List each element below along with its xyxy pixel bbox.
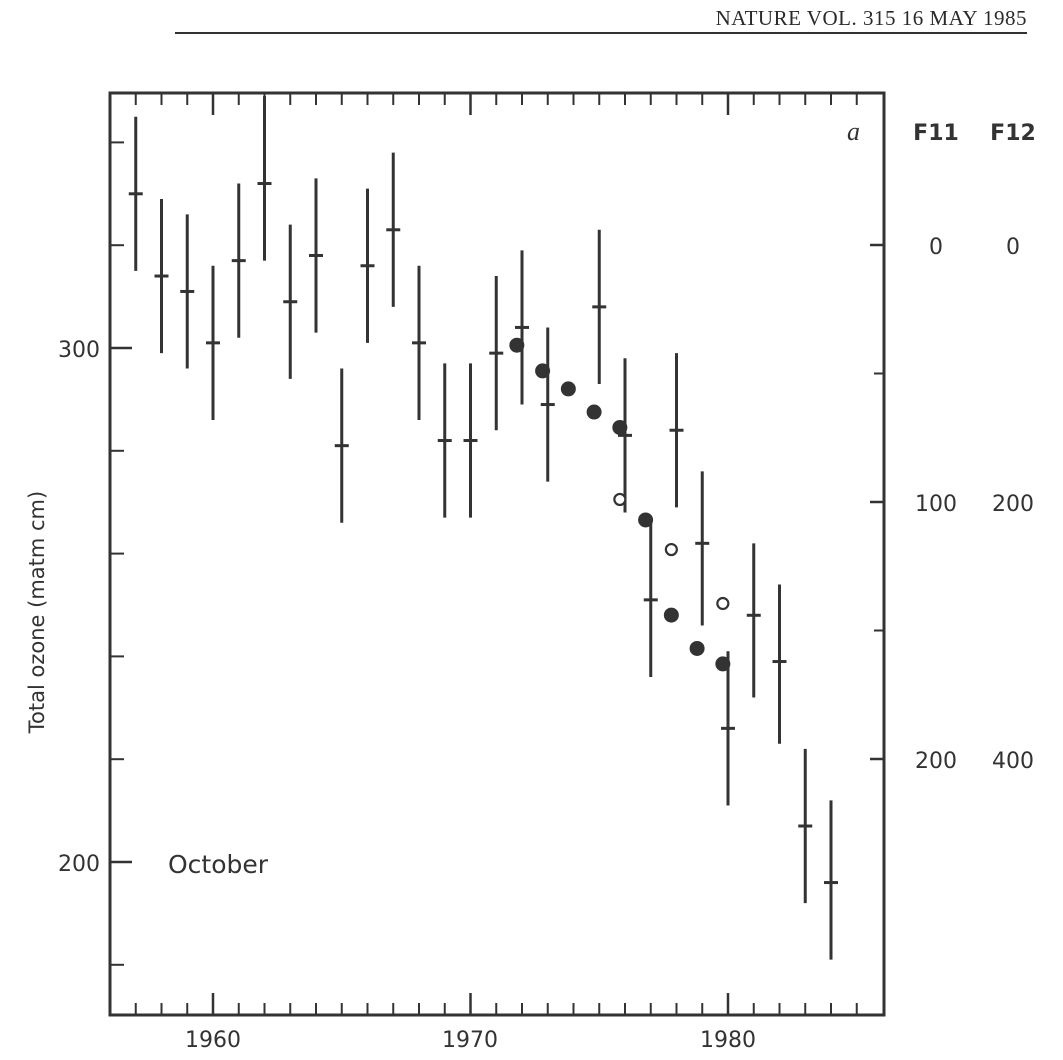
ozone-datapoint — [231, 183, 246, 338]
right-axis-header-f11: F11 — [913, 121, 959, 146]
right-axis-f11-0: 0 — [929, 235, 943, 260]
ozone-datapoint — [772, 584, 787, 744]
ozone-datapoint — [309, 178, 323, 333]
ozone-datapoint — [515, 250, 529, 405]
ozone-datapoint — [489, 276, 504, 431]
ozone-datapoint — [283, 224, 298, 379]
ozone-datapoint — [463, 363, 478, 518]
f11-point — [638, 512, 654, 528]
y-axis-ticks — [110, 141, 132, 966]
ozone-datapoint — [206, 265, 220, 420]
right-axis-header-f12: F12 — [990, 121, 1036, 146]
f11-filled-circle-series — [509, 337, 731, 672]
ozone-datapoint — [824, 800, 838, 960]
right-axis-ticks — [870, 243, 884, 761]
f11-point — [535, 363, 551, 379]
month-annotation: October — [168, 850, 269, 879]
ozone-datapoint — [128, 116, 143, 271]
y-tick-label-200: 200 — [58, 852, 100, 877]
right-axis-f12-0: 0 — [1006, 235, 1020, 260]
f12-point — [613, 492, 627, 507]
f11-point — [586, 404, 602, 420]
f11-point — [612, 419, 628, 435]
f11-point — [663, 607, 679, 623]
ozone-datapoint — [721, 651, 735, 806]
ozone-datapoint — [643, 522, 658, 677]
ozone-datapoint — [257, 96, 272, 261]
ozone-datapoint — [540, 327, 555, 482]
panel-label: a — [847, 117, 860, 146]
x-axis-ticks — [134, 93, 858, 1015]
ozone-errorbar-series — [128, 96, 838, 960]
f12-point — [664, 542, 678, 557]
f11-point — [715, 656, 731, 672]
right-axis-f12-400: 400 — [992, 749, 1034, 774]
ozone-datapoint — [592, 229, 607, 384]
ozone-datapoint — [180, 214, 195, 369]
x-tick-label-1980: 1980 — [700, 1028, 756, 1053]
f11-point — [689, 640, 705, 656]
running-head-rule: NATURE VOL. 315 16 MAY 1985 — [175, 2, 1027, 34]
ozone-datapoint — [386, 152, 401, 307]
ozone-datapoint — [695, 471, 710, 626]
ozone-datapoint — [618, 358, 632, 513]
ozone-datapoint — [798, 748, 813, 904]
x-tick-label-1960: 1960 — [185, 1028, 241, 1053]
f11-point — [509, 337, 525, 353]
ozone-datapoint — [669, 353, 684, 508]
ozone-datapoint — [746, 543, 761, 698]
ozone-datapoint — [437, 363, 452, 518]
f12-point — [716, 596, 730, 611]
right-axis-f12-200: 200 — [992, 492, 1034, 517]
ozone-datapoint — [334, 368, 349, 523]
right-axis-f11-100: 100 — [915, 492, 957, 517]
ozone-datapoint — [154, 198, 169, 354]
y-axis-title: Total ozone (matm cm) — [25, 491, 49, 734]
ozone-datapoint — [412, 265, 426, 420]
right-axis-f11-200: 200 — [915, 749, 957, 774]
x-tick-label-1970: 1970 — [442, 1028, 498, 1053]
f11-point — [560, 381, 576, 397]
y-tick-label-300: 300 — [58, 338, 100, 363]
f12-open-circle-series — [613, 492, 730, 611]
running-head: NATURE VOL. 315 16 MAY 1985 — [715, 6, 1027, 30]
ozone-datapoint — [360, 188, 375, 343]
